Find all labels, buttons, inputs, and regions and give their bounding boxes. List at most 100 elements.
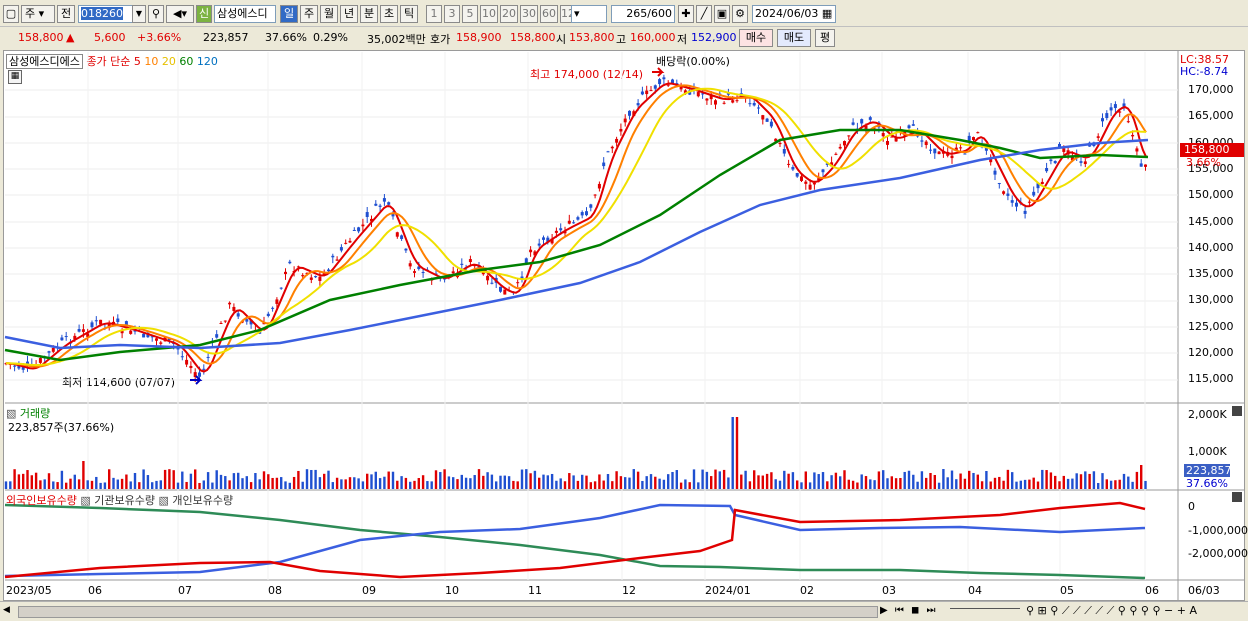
code-dropdown-icon[interactable]: ▼: [132, 5, 146, 23]
minute-60[interactable]: 60: [540, 5, 558, 23]
code-input[interactable]: 018260: [78, 5, 146, 23]
hold-tick-2m: -2,000,000: [1188, 547, 1248, 560]
volume-bar: [1041, 469, 1044, 489]
save-icon[interactable]: ▣: [714, 5, 730, 23]
candle-body: [159, 342, 163, 344]
speaker-icon[interactable]: ◀▾: [166, 5, 194, 23]
search-icon[interactable]: ⚲: [148, 5, 164, 23]
volume-bar: [740, 474, 743, 489]
candle-body: [1131, 134, 1135, 137]
period-5[interactable]: 초: [380, 5, 398, 23]
candle-body: [524, 258, 528, 264]
x-label-6: 11: [528, 584, 542, 597]
date-input[interactable]: 2024/06/03 ▦: [752, 5, 836, 23]
foreign-line: [4, 501, 1146, 579]
minute-5[interactable]: 5: [462, 5, 478, 23]
candle-body: [1113, 104, 1117, 109]
volume-bar: [581, 474, 584, 489]
volume-bar: [624, 477, 627, 489]
volume-bar: [400, 476, 403, 489]
candle-body: [825, 163, 829, 165]
period-1[interactable]: 주: [300, 5, 318, 23]
change-pct: +3.66%: [137, 31, 182, 44]
candle-body: [671, 79, 674, 84]
volume-bar: [1045, 470, 1048, 489]
volume-bar: [692, 469, 696, 489]
volume-bar: [202, 480, 205, 489]
volume-bar: [125, 474, 128, 489]
volume-bar: [662, 479, 666, 489]
ma-60: 60: [179, 55, 194, 68]
minute-20[interactable]: 20: [500, 5, 518, 23]
candle-body: [284, 271, 287, 275]
period-3[interactable]: 년: [340, 5, 358, 23]
candle-body: [774, 138, 778, 142]
candle-body: [301, 275, 305, 277]
candle-body: [189, 365, 193, 368]
candle-body: [503, 289, 507, 295]
scroll-left-icon[interactable]: ◀: [3, 605, 10, 615]
sell-button[interactable]: 매도: [777, 29, 811, 47]
current-volume-tag: 223,857: [1184, 464, 1232, 477]
volume-bar: [452, 477, 455, 489]
volume-bar: [654, 476, 657, 489]
candle-body: [314, 276, 318, 278]
zoom-slider[interactable]: [950, 608, 1020, 612]
volume-bar: [555, 480, 558, 489]
volume-bar: [90, 480, 94, 489]
scroll-track[interactable]: [18, 606, 878, 618]
period-4[interactable]: 분: [360, 5, 378, 23]
volume-bar: [26, 470, 29, 489]
prev-button[interactable]: 전: [57, 5, 75, 23]
close-volume-icon[interactable]: [1232, 406, 1242, 416]
price-tick-7: 135,000: [1188, 267, 1234, 281]
candle-body: [460, 263, 464, 265]
volume-bar: [774, 479, 777, 489]
bottom-scrollbar[interactable]: ◀ ▶ ⏮ ◼ ⏭ ⚲ ⊞ ⚲ ⟋ ⟋ ⟋ ⟋ ⟋ ⚲ ⚲ ⚲ ⚲ − + A: [0, 601, 1248, 621]
minute-1[interactable]: 1: [426, 5, 442, 23]
minute-10[interactable]: 10: [480, 5, 498, 23]
candle-body: [236, 313, 240, 317]
candle-body: [275, 299, 279, 304]
period-0[interactable]: 일: [280, 5, 298, 23]
volume-bar: [348, 477, 352, 489]
volume-bar: [297, 470, 300, 489]
candle-body: [305, 272, 309, 274]
volume-bar: [929, 472, 932, 489]
playback-controls[interactable]: ▶ ⏮ ◼ ⏭: [880, 605, 938, 616]
close-holdings-icon[interactable]: [1232, 492, 1242, 502]
volume-bar: [13, 469, 16, 489]
settings-icon[interactable]: ⚙: [732, 5, 748, 23]
period-6[interactable]: 틱: [400, 5, 418, 23]
candle-body: [666, 84, 670, 86]
window-icon[interactable]: ▢: [3, 5, 19, 23]
count-input[interactable]: 265/600: [611, 5, 675, 23]
minute-3[interactable]: 3: [444, 5, 460, 23]
x-label-13: 06: [1145, 584, 1159, 597]
unit-select[interactable]: ▾: [571, 5, 607, 23]
candle-body: [782, 149, 786, 154]
candle-body: [860, 119, 864, 124]
price-tick-5: 145,000: [1188, 214, 1234, 228]
candle-body: [610, 146, 614, 149]
candle-body: [554, 230, 558, 233]
minute-30[interactable]: 30: [520, 5, 538, 23]
zoom-tools[interactable]: ⚲ ⊞ ⚲ ⟋ ⟋ ⟋ ⟋ ⟋ ⚲ ⚲ ⚲ ⚲ − + A: [1026, 604, 1197, 617]
crosshair-icon[interactable]: ✚: [678, 5, 694, 23]
draw-icon[interactable]: ╱: [696, 5, 712, 23]
mode-select[interactable]: 주 ▾: [21, 5, 55, 23]
volume-bar: [985, 471, 988, 489]
grid-icon[interactable]: ▦: [8, 70, 22, 84]
volume-bar: [860, 474, 863, 489]
chart-area[interactable]: [3, 50, 1245, 601]
eval-button[interactable]: 평: [815, 29, 835, 47]
volume-bar: [486, 472, 489, 489]
candle-body: [890, 136, 894, 138]
buy-button[interactable]: 매수: [739, 29, 773, 47]
period-2[interactable]: 월: [320, 5, 338, 23]
volume-bar: [1015, 481, 1018, 489]
candle-body: [99, 319, 103, 325]
volume-bar: [499, 475, 502, 489]
volume-bar: [82, 461, 85, 489]
candle-body: [653, 85, 657, 89]
